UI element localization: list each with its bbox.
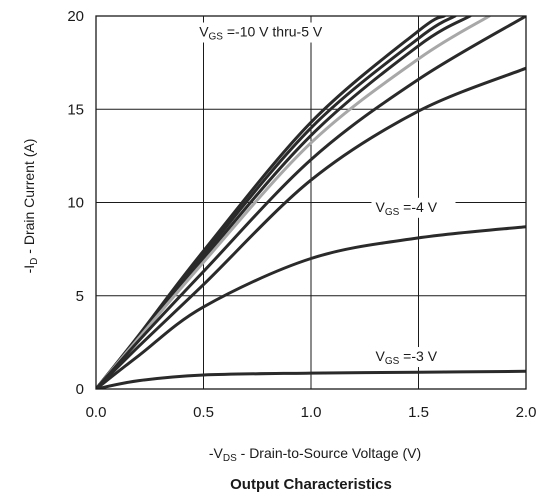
vgs-annotation: VGS =-3 V [376, 348, 438, 367]
y-tick-labels: 0 5 10 15 20 [67, 8, 84, 398]
x-axis-title: -VDS - Drain-to-Source Voltage (V) [209, 445, 421, 464]
series-line-4 [96, 16, 491, 389]
series-line-5 [96, 16, 526, 389]
annotation-layer: VGS =-10 V thru-5 V VGS =-4 V VGS =-3 V [195, 22, 456, 368]
x-tick-label: 1.0 [301, 404, 322, 421]
y-tick-label: 5 [76, 288, 84, 305]
curve-layer [96, 16, 526, 389]
y-tick-label: 15 [67, 101, 84, 118]
x-tick-label: 0.5 [193, 404, 214, 421]
y-tick-label: 10 [67, 195, 84, 212]
annotation-background [371, 347, 456, 368]
series-line-8 [96, 369, 526, 389]
series-line-6 [96, 66, 526, 389]
y-tick-label: 20 [67, 8, 84, 25]
annotation-background [195, 22, 364, 43]
annotation-background [371, 197, 456, 218]
x-tick-label: 1.5 [408, 404, 429, 421]
x-tick-label: 2.0 [516, 404, 537, 421]
y-tick-label: 0 [76, 381, 84, 398]
x-tick-label: 0.0 [86, 404, 107, 421]
x-tick-labels: 0.0 0.5 1.0 1.5 2.0 [86, 404, 537, 421]
series-line-7 [96, 225, 526, 389]
vgs-annotation: VGS =-10 V thru-5 V [199, 24, 323, 43]
plot-frame [95, 15, 527, 390]
vgs-annotation: VGS =-4 V [376, 199, 438, 218]
chart-title: Output Characteristics [230, 476, 392, 493]
y-axis-title: -ID - Drain Current (A) [21, 139, 40, 274]
grid-layer [96, 16, 526, 389]
